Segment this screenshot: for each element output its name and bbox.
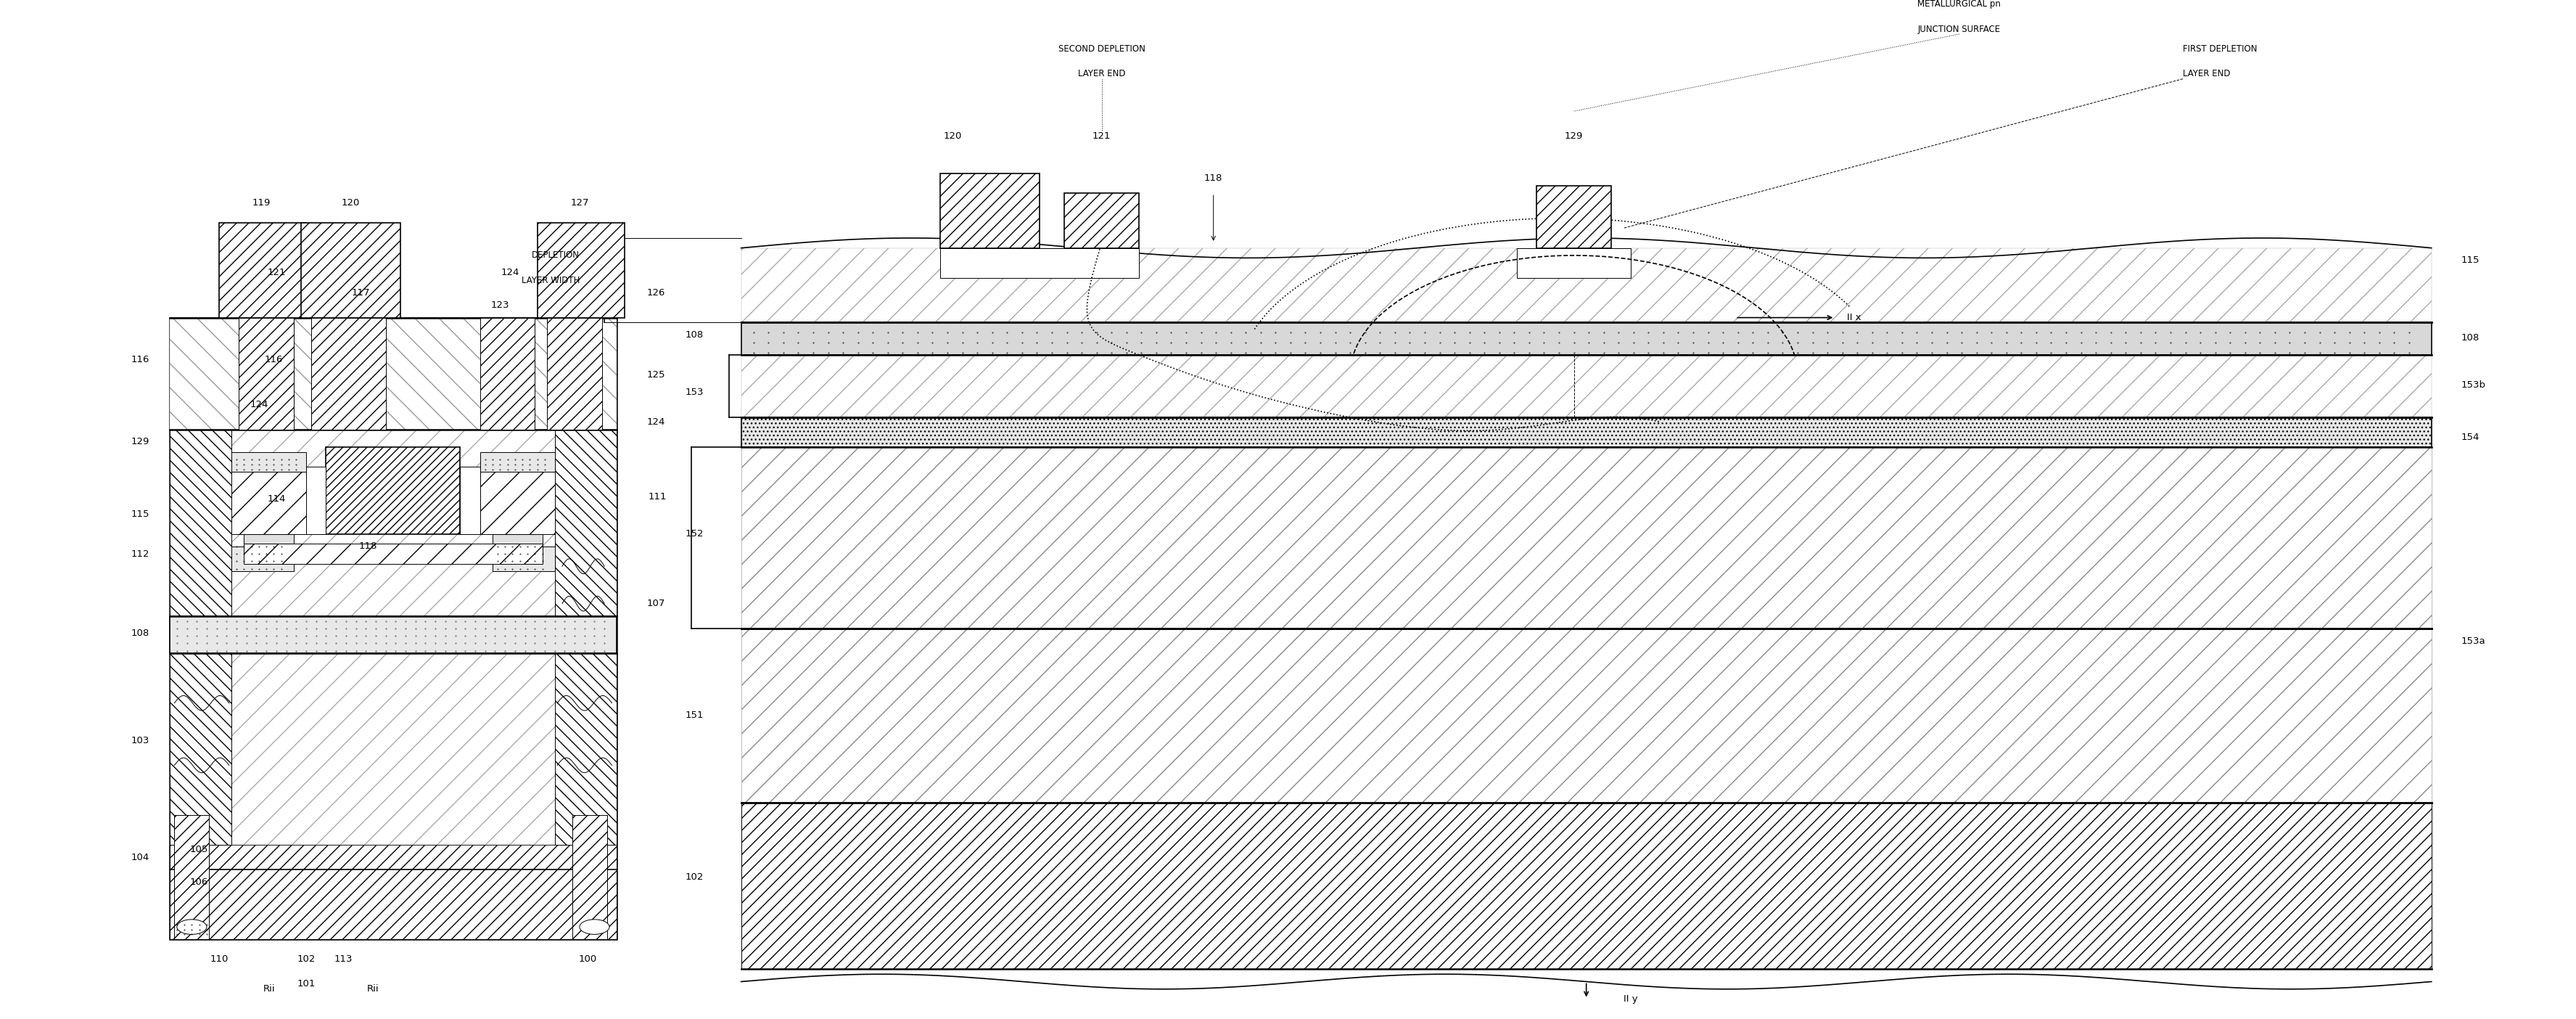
Bar	[170, 318, 616, 940]
Text: 102: 102	[685, 872, 703, 881]
Text: 102: 102	[296, 955, 314, 964]
Text: 116: 116	[131, 356, 149, 365]
Text: 105: 105	[191, 845, 209, 855]
Text: II y: II y	[1623, 995, 1638, 1004]
Text: 153b: 153b	[2460, 380, 2486, 389]
Text: 111: 111	[358, 475, 379, 484]
Text: 118: 118	[358, 542, 379, 551]
Bar	[327, 447, 461, 534]
Text: 153: 153	[685, 387, 703, 397]
Text: 123: 123	[492, 301, 510, 310]
Text: 124: 124	[500, 268, 520, 277]
Bar	[232, 546, 294, 572]
Text: 121: 121	[268, 268, 286, 277]
Text: FIRST DEPLETION: FIRST DEPLETION	[2182, 44, 2257, 54]
Bar	[219, 223, 307, 318]
Bar	[742, 629, 2432, 803]
Text: 120: 120	[343, 199, 361, 208]
Text: 108: 108	[685, 330, 703, 339]
Text: 129: 129	[1564, 131, 1584, 141]
Bar	[175, 815, 209, 940]
Text: DEPLETION: DEPLETION	[531, 251, 580, 260]
Text: 101: 101	[296, 979, 314, 988]
Text: 152: 152	[685, 529, 703, 539]
Bar	[232, 472, 307, 534]
Bar	[307, 467, 327, 534]
Text: 115: 115	[2460, 256, 2481, 265]
Text: 107: 107	[647, 599, 665, 608]
Bar	[170, 616, 616, 653]
Bar	[742, 417, 2432, 447]
Bar	[1535, 185, 1610, 248]
Bar	[742, 803, 2432, 969]
Text: 104: 104	[131, 853, 149, 862]
Bar	[301, 223, 402, 318]
Bar	[479, 318, 536, 430]
Text: 117: 117	[350, 288, 371, 298]
Bar	[479, 472, 554, 534]
Ellipse shape	[580, 919, 611, 934]
Text: 154: 154	[2460, 432, 2481, 441]
Bar	[742, 447, 2432, 629]
Text: 108: 108	[2460, 333, 2481, 342]
Text: 129: 129	[131, 437, 149, 446]
Text: 125: 125	[647, 370, 665, 379]
Bar	[742, 323, 2432, 355]
Bar	[240, 318, 294, 430]
Text: 100: 100	[580, 955, 598, 964]
Text: LAYER END: LAYER END	[2182, 69, 2231, 78]
Text: 111: 111	[649, 492, 667, 501]
Bar	[461, 467, 479, 534]
Text: 126: 126	[647, 288, 665, 298]
Bar	[312, 318, 386, 430]
Text: 124: 124	[250, 399, 268, 410]
Text: 103: 103	[131, 736, 149, 745]
Text: METALLURGICAL pn: METALLURGICAL pn	[1917, 0, 2002, 9]
Bar	[170, 845, 616, 940]
Text: 124: 124	[647, 418, 665, 427]
Text: II x: II x	[1847, 313, 1862, 322]
Text: 108: 108	[131, 629, 149, 638]
Text: 114: 114	[268, 494, 286, 503]
Bar	[940, 248, 1139, 278]
Text: 153a: 153a	[2460, 636, 2486, 646]
Text: 118: 118	[1203, 173, 1224, 183]
Bar	[940, 173, 1041, 248]
Text: 119: 119	[252, 199, 270, 208]
Bar	[492, 546, 554, 572]
Text: 115: 115	[131, 510, 149, 519]
Text: JUNCTION SURFACE: JUNCTION SURFACE	[1917, 24, 2002, 34]
Text: LAYER END: LAYER END	[1077, 69, 1126, 78]
Bar	[742, 355, 2432, 417]
Bar	[742, 248, 2432, 323]
Bar	[554, 430, 616, 845]
Bar	[572, 815, 608, 940]
Text: LAYER WIDTH: LAYER WIDTH	[520, 275, 580, 285]
Text: 106: 106	[191, 877, 209, 887]
Text: Rii: Rii	[263, 984, 276, 994]
Ellipse shape	[178, 919, 206, 934]
Text: 112: 112	[131, 549, 149, 558]
Bar	[170, 318, 616, 430]
Bar	[170, 430, 616, 845]
Text: 113: 113	[335, 955, 353, 964]
Bar	[1517, 248, 1631, 278]
Text: 120: 120	[943, 131, 961, 141]
Text: 116: 116	[265, 356, 283, 365]
Text: SECOND DEPLETION: SECOND DEPLETION	[1059, 44, 1146, 54]
Bar	[170, 430, 232, 845]
Text: 110: 110	[209, 955, 229, 964]
Bar	[1064, 194, 1139, 248]
Text: Rii: Rii	[368, 984, 379, 994]
Bar	[245, 534, 294, 544]
Text: 121: 121	[1092, 131, 1110, 141]
Bar	[538, 223, 623, 318]
Bar	[546, 318, 603, 430]
Bar	[479, 451, 554, 472]
Bar	[492, 534, 544, 544]
Bar	[232, 451, 307, 472]
Text: 127: 127	[569, 199, 590, 208]
Bar	[245, 544, 544, 564]
Text: 151: 151	[685, 711, 703, 720]
